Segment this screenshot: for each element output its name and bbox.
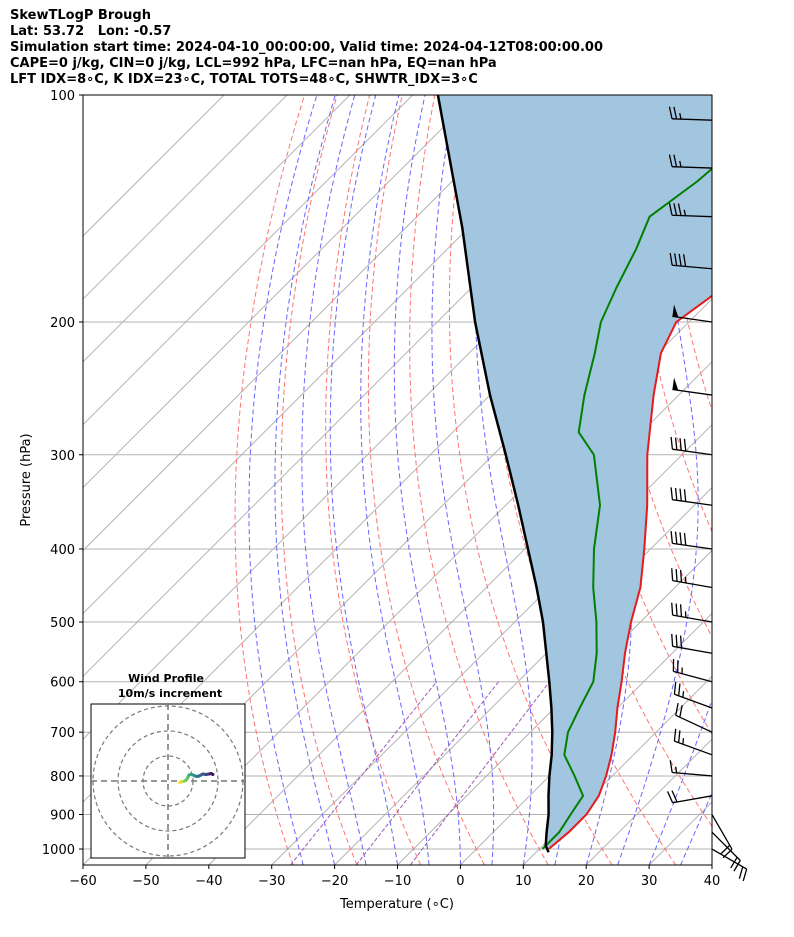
wind-barbs <box>666 106 748 882</box>
y-tick-label: 1000 <box>42 843 75 858</box>
x-tick-label: 20 <box>578 874 595 889</box>
moist-adiabat <box>393 95 461 865</box>
y-tick-label: 600 <box>50 676 75 691</box>
wind-barb <box>711 814 733 859</box>
shaded-area <box>437 95 712 849</box>
dry-adiabat <box>234 95 305 865</box>
temperature-line <box>548 294 712 850</box>
y-axis-label: Pressure (hPa) <box>19 433 34 526</box>
dry-adiabat <box>761 95 794 865</box>
isotherm <box>711 864 712 865</box>
wind-barb <box>668 106 713 121</box>
chart-title-line-1: SkewTLogP Brough <box>10 8 151 23</box>
mixing-ratio-line <box>355 681 499 865</box>
moist-adiabat <box>617 95 699 865</box>
inset-title: Wind Profile <box>128 672 204 685</box>
wind-barb <box>672 304 713 323</box>
x-tick-label: −50 <box>132 874 159 889</box>
mixing-ratio-line <box>290 681 437 865</box>
y-tick-label: 900 <box>50 809 75 824</box>
x-tick-label: −40 <box>195 874 222 889</box>
y-tick-label: 200 <box>50 316 75 331</box>
chart-title-line-3: Simulation start time: 2024-04-10_00:00:… <box>10 40 603 55</box>
dry-adiabat <box>448 95 613 865</box>
wind-barb <box>671 568 713 589</box>
moist-adiabat <box>248 95 318 865</box>
wind-barb <box>672 377 713 396</box>
moist-adiabat <box>648 698 712 865</box>
isotherm <box>334 486 712 865</box>
isotherm <box>83 95 476 489</box>
inset-subtitle: 10m/s increment <box>118 687 222 700</box>
wind-barb <box>670 487 713 506</box>
dry-adiabat <box>325 95 422 865</box>
isotherm <box>83 95 414 426</box>
isotherm <box>83 95 351 363</box>
mixing-ratio-line <box>409 681 550 865</box>
wind-barb <box>711 848 748 882</box>
x-tick-label: 10 <box>515 874 532 889</box>
wind-barb <box>668 154 713 169</box>
wind-barb <box>675 703 713 733</box>
y-tick-label: 500 <box>50 616 75 631</box>
wind-barb <box>673 728 713 756</box>
moist-adiabat <box>680 791 712 865</box>
wind-barb <box>669 760 713 777</box>
cape-shading <box>437 95 712 849</box>
isotherm <box>83 95 288 300</box>
wind-profile-inset: Wind Profile 10m/s increment <box>90 672 246 859</box>
x-tick-label: −20 <box>321 874 348 889</box>
dry-adiabat <box>728 95 794 865</box>
moist-adiabat <box>274 95 336 865</box>
dry-adiabat <box>409 95 549 865</box>
chart-title-line-2: Lat: 53.72 Lon: -0.57 <box>10 24 172 39</box>
dry-adiabat <box>662 95 712 413</box>
chart-title-line-4: CAPE=0 j/kg, CIN=0 j/kg, LCL=992 hPa, LF… <box>10 56 497 71</box>
chart-title-line-5: LFT IDX=8∘C, K IDX=23∘C, TOTAL TOTS=48∘C… <box>10 72 478 87</box>
wind-barb <box>672 659 713 683</box>
wind-barb <box>673 681 713 709</box>
moist-adiabat <box>431 95 495 865</box>
moist-adiabat <box>360 95 430 865</box>
x-axis-label: Temperature (∘C) <box>339 897 454 912</box>
x-tick-label: −60 <box>69 874 96 889</box>
wind-barb <box>671 602 713 623</box>
y-tick-label: 400 <box>50 543 75 558</box>
x-tick-label: 40 <box>704 874 721 889</box>
isotherm <box>83 95 539 552</box>
axis-ticks: −60 −50 −40 −30 −20 −10 0 10 20 30 40 100 200 300 400 5… <box>42 89 720 889</box>
wind-barb <box>669 252 713 270</box>
moist-adiabat <box>329 95 398 865</box>
dewpoint-line <box>541 167 712 850</box>
y-tick-label: 300 <box>50 449 75 464</box>
x-tick-label: 30 <box>641 874 658 889</box>
isotherm <box>83 95 225 237</box>
wind-barb <box>711 831 741 872</box>
parcel-line <box>436 95 554 853</box>
y-tick-label: 100 <box>50 89 75 104</box>
isotherm <box>522 675 712 865</box>
moist-adiabat <box>301 95 367 865</box>
hodograph-segment <box>210 772 215 776</box>
x-tick-label: 0 <box>456 874 464 889</box>
x-tick-label: −10 <box>384 874 411 889</box>
x-tick-label: −30 <box>258 874 285 889</box>
dry-adiabat <box>280 95 358 865</box>
isotherm <box>271 423 712 865</box>
inset-plot <box>91 704 245 858</box>
wind-barb <box>670 531 713 550</box>
y-tick-label: 700 <box>50 726 75 741</box>
wind-barb <box>670 436 713 456</box>
wind-barb <box>666 790 713 804</box>
isotherm <box>397 549 712 865</box>
y-tick-label: 800 <box>50 770 75 785</box>
dry-adiabat <box>367 95 485 865</box>
profile-lines <box>436 95 712 853</box>
hodograph-ring <box>117 730 219 832</box>
wind-barb <box>671 633 713 654</box>
wind-barb <box>668 203 713 218</box>
